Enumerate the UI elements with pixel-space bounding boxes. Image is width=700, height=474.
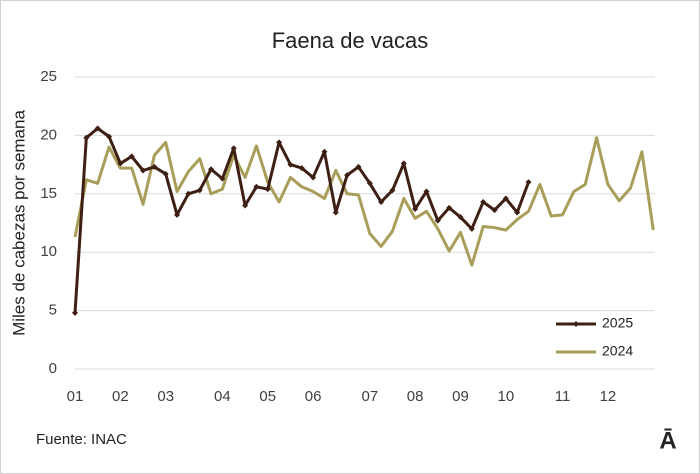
point bbox=[185, 190, 192, 197]
source: Fuente: INAC bbox=[36, 431, 127, 448]
y-tick-label: 5 bbox=[49, 302, 57, 319]
x-tick-label: 11 bbox=[555, 388, 571, 405]
point bbox=[83, 134, 90, 141]
point bbox=[174, 211, 181, 218]
point bbox=[412, 205, 419, 212]
point bbox=[468, 225, 475, 232]
point bbox=[230, 145, 237, 152]
x-tick-label: 05 bbox=[259, 388, 276, 405]
point bbox=[480, 198, 487, 205]
point bbox=[298, 165, 305, 172]
legend-marker bbox=[573, 321, 579, 327]
x-tick-label: 04 bbox=[214, 388, 231, 405]
logo: Ā bbox=[659, 427, 676, 454]
chart-title: Faena de vacas bbox=[272, 28, 429, 53]
point bbox=[434, 217, 441, 224]
point bbox=[128, 153, 135, 160]
y-tick-label: 20 bbox=[40, 126, 57, 143]
point bbox=[457, 214, 464, 221]
series-line bbox=[73, 136, 655, 267]
x-tick-label: 10 bbox=[498, 388, 515, 405]
x-tick-label: 06 bbox=[305, 388, 322, 405]
point bbox=[378, 198, 385, 205]
point bbox=[321, 148, 328, 155]
x-tick-label: 09 bbox=[452, 388, 469, 405]
point bbox=[344, 172, 351, 179]
y-tick-label: 15 bbox=[40, 185, 57, 202]
point bbox=[400, 160, 407, 167]
point bbox=[219, 175, 226, 182]
point bbox=[310, 174, 317, 181]
point bbox=[117, 160, 124, 167]
point bbox=[287, 161, 294, 168]
point bbox=[389, 187, 396, 194]
x-tick-label: 08 bbox=[407, 388, 424, 405]
point bbox=[151, 163, 158, 170]
point bbox=[196, 187, 203, 194]
legend-label: 2025 bbox=[602, 315, 633, 331]
x-tick-label: 12 bbox=[600, 388, 617, 405]
point bbox=[208, 166, 215, 173]
y-tick-label: 25 bbox=[40, 68, 57, 85]
legend-label: 2024 bbox=[602, 343, 633, 359]
point bbox=[366, 180, 373, 187]
point bbox=[514, 209, 521, 216]
point bbox=[140, 167, 147, 174]
y-tick-label: 10 bbox=[40, 243, 57, 260]
x-tick-label: 07 bbox=[361, 388, 378, 405]
x-tick-label: 02 bbox=[112, 388, 129, 405]
point bbox=[355, 163, 362, 170]
point bbox=[525, 179, 532, 186]
point bbox=[491, 207, 498, 214]
point bbox=[94, 125, 101, 132]
point bbox=[253, 183, 260, 190]
point bbox=[162, 170, 169, 177]
y-tick-label: 0 bbox=[49, 360, 57, 377]
x-tick-label: 01 bbox=[67, 388, 84, 405]
point bbox=[72, 309, 78, 316]
x-tick-label: 03 bbox=[157, 388, 174, 405]
point bbox=[242, 202, 249, 209]
y-axis-label: Miles de cabezas por semana bbox=[9, 110, 28, 336]
point bbox=[446, 204, 453, 211]
point bbox=[276, 139, 283, 146]
point bbox=[106, 133, 113, 140]
point bbox=[332, 209, 339, 216]
point bbox=[502, 195, 509, 202]
point bbox=[423, 188, 430, 195]
point bbox=[264, 186, 271, 193]
